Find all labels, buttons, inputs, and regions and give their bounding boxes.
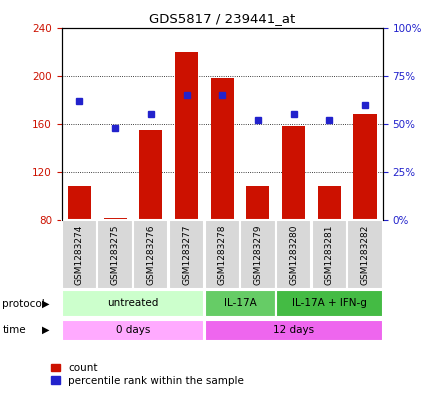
Bar [98,220,133,289]
Text: GSM1283276: GSM1283276 [147,224,155,285]
Text: GSM1283281: GSM1283281 [325,224,334,285]
Bar [169,220,204,289]
Text: GSM1283277: GSM1283277 [182,224,191,285]
Text: 0 days: 0 days [116,325,150,335]
Bar [276,220,311,289]
Bar [246,186,269,220]
Bar [62,290,204,317]
Bar [133,220,169,289]
Bar [240,220,275,289]
Text: GSM1283280: GSM1283280 [289,224,298,285]
Text: GSM1283274: GSM1283274 [75,224,84,285]
Text: GSM1283279: GSM1283279 [253,224,262,285]
Text: protocol: protocol [2,299,45,309]
Bar [353,114,377,220]
Bar [211,78,234,220]
Bar [175,51,198,220]
Bar [205,290,275,317]
Bar [103,218,127,220]
Bar [62,220,97,289]
Text: IL-17A: IL-17A [224,298,257,308]
Bar [205,220,240,289]
Bar [205,320,383,341]
Title: GDS5817 / 239441_at: GDS5817 / 239441_at [149,12,295,25]
Text: GSM1283275: GSM1283275 [110,224,120,285]
Text: GSM1283278: GSM1283278 [218,224,227,285]
Text: GSM1283282: GSM1283282 [360,224,370,285]
Bar [276,290,383,317]
Legend: count, percentile rank within the sample: count, percentile rank within the sample [49,361,246,388]
Bar [318,186,341,220]
Bar [139,130,162,220]
Text: 12 days: 12 days [273,325,314,335]
Bar [282,126,305,220]
Bar [347,220,383,289]
Bar [62,320,204,341]
Text: untreated: untreated [107,298,159,308]
Text: time: time [2,325,26,335]
Bar [68,186,91,220]
Text: ▶: ▶ [42,325,50,335]
Text: IL-17A + IFN-g: IL-17A + IFN-g [292,298,367,308]
Bar [312,220,347,289]
Text: ▶: ▶ [42,299,50,309]
